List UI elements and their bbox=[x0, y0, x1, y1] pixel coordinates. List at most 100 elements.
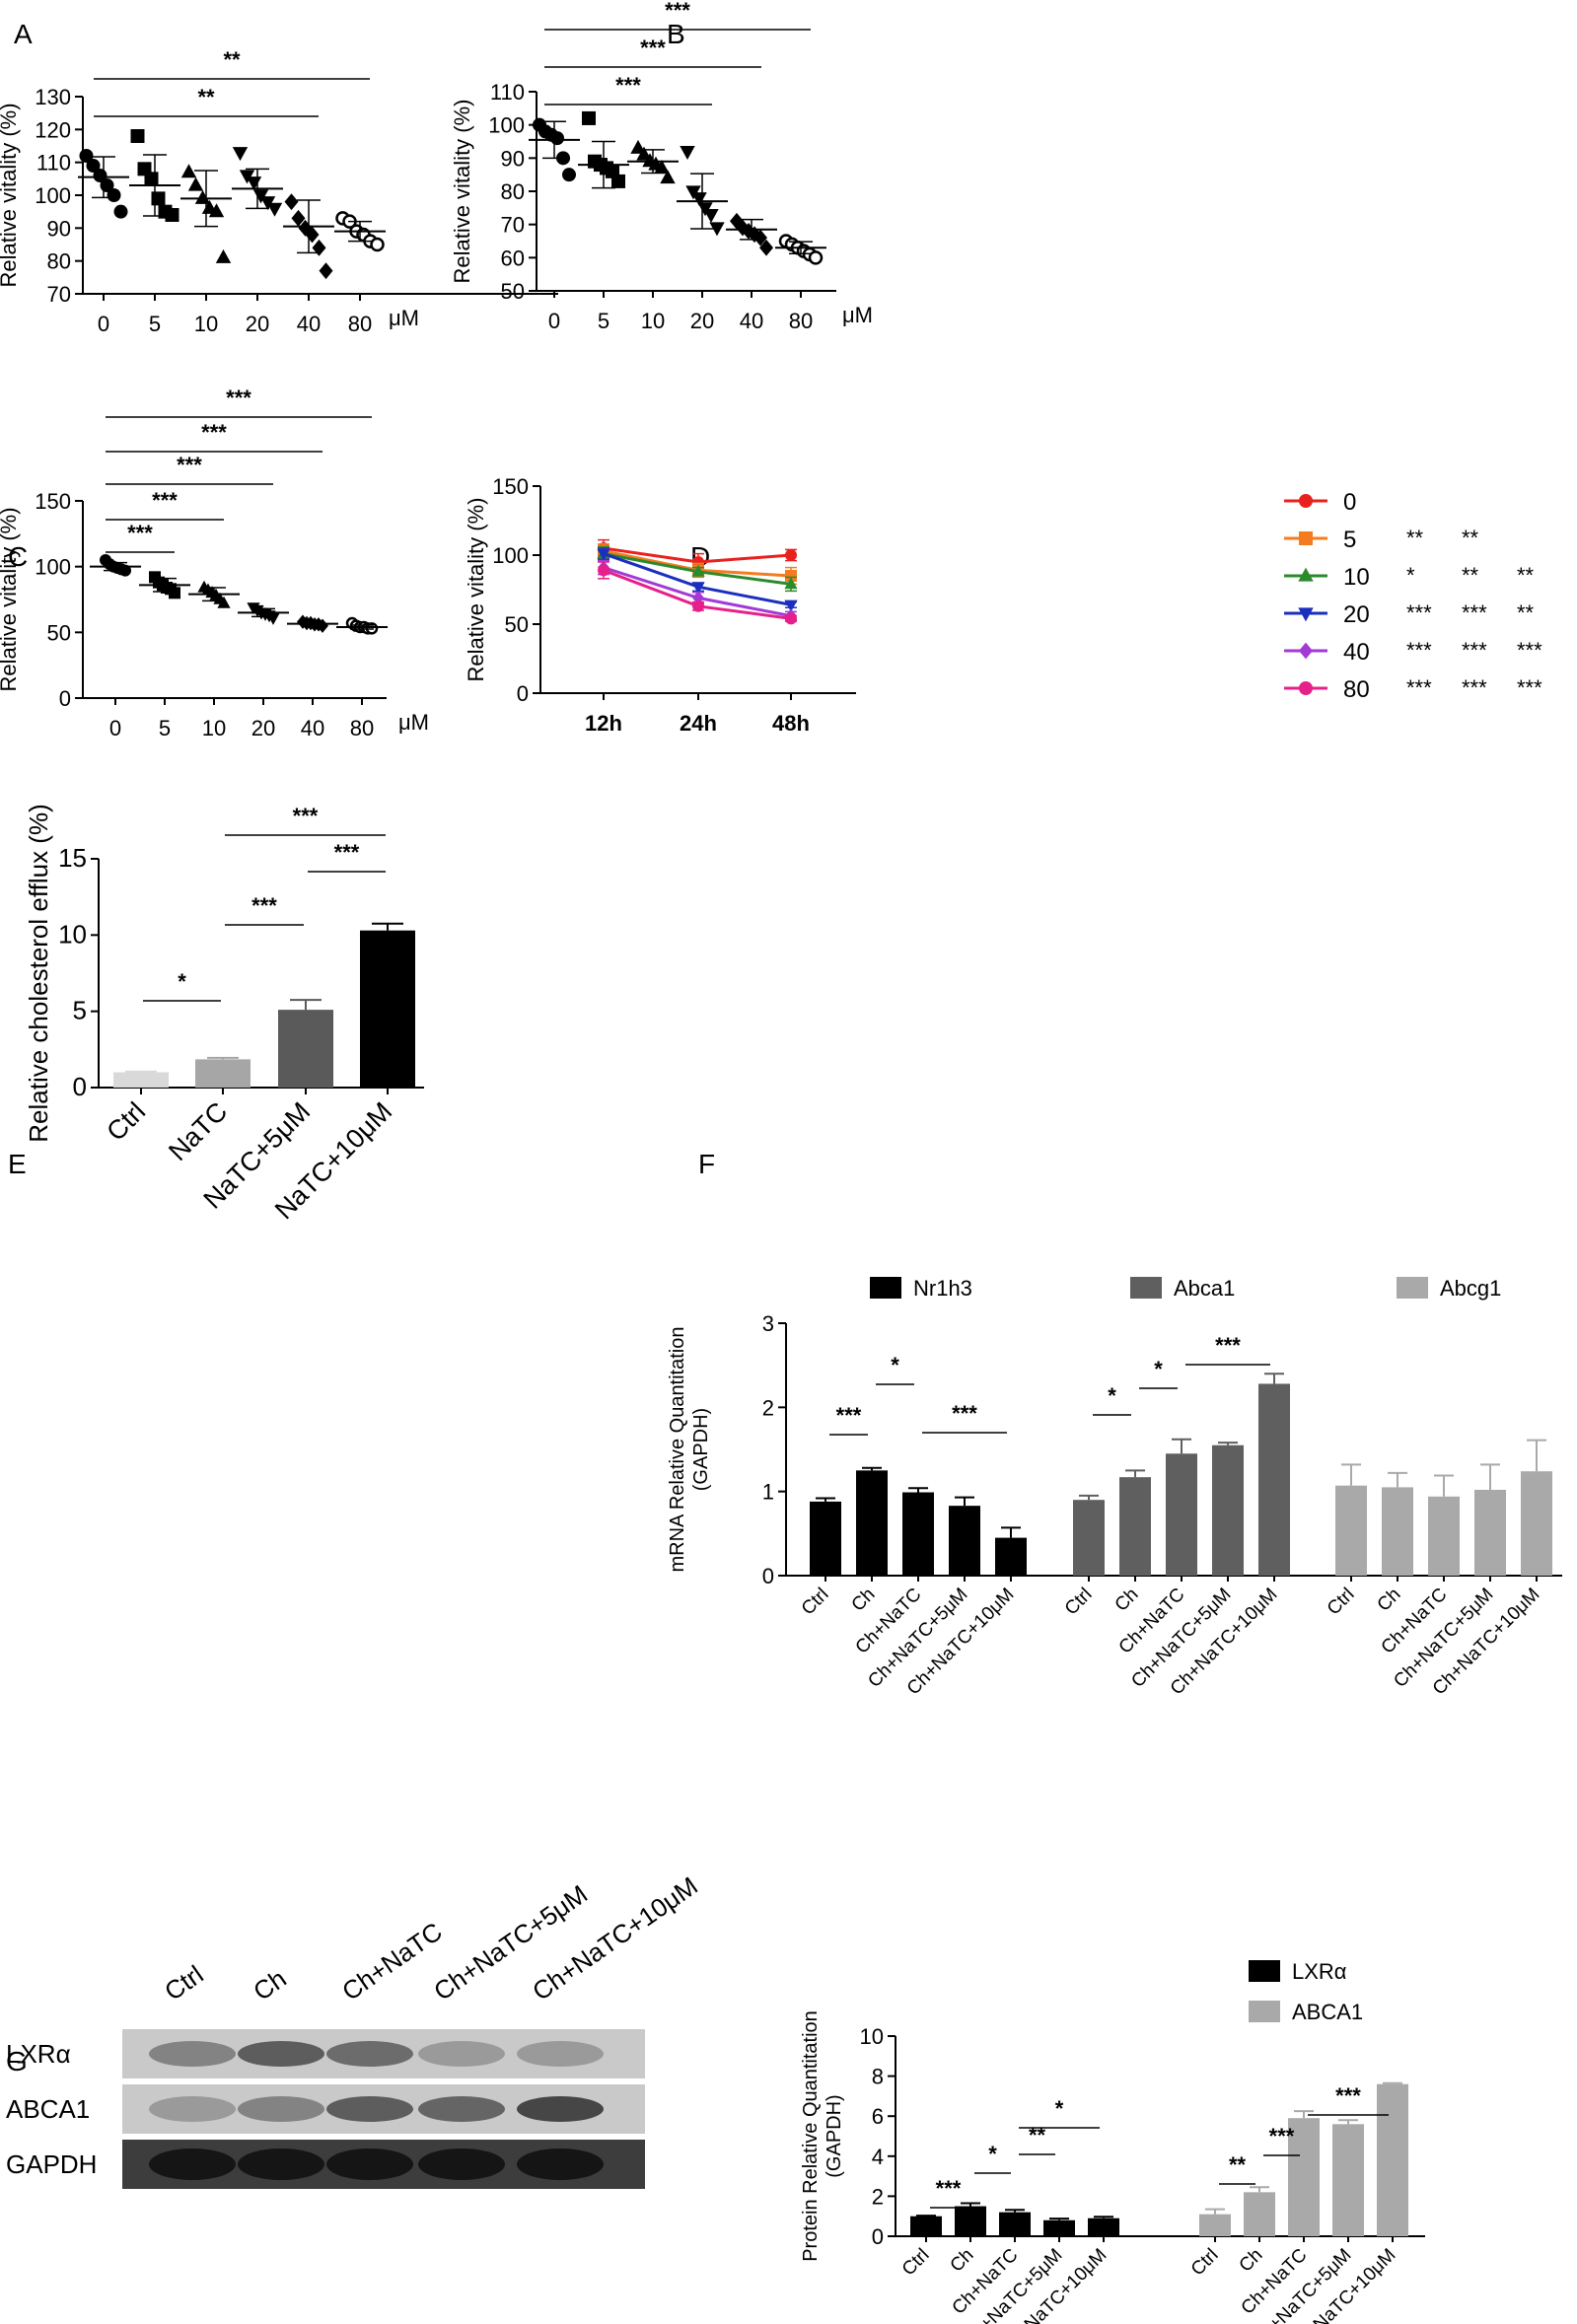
panel-f-y-axis-label-line2: (GAPDH) bbox=[690, 1408, 712, 1491]
panel-a-data-point bbox=[107, 188, 121, 202]
panel-b-data-point bbox=[759, 239, 773, 256]
panel-c-chart: 0 50 100 150 Relative vitality (%) 0 5 10 20 40 80… bbox=[0, 386, 429, 740]
panel-f-y-tick-label: 2 bbox=[762, 1395, 774, 1420]
panel-c-significance-label: *** bbox=[177, 453, 202, 477]
panel-b-x-tick-label: 20 bbox=[690, 309, 714, 333]
panel-c-y-tick-label: 50 bbox=[47, 620, 71, 645]
panel-letter-f: F bbox=[698, 1149, 715, 1179]
panel-b-y-tick-label: 70 bbox=[501, 213, 525, 238]
panel-f-y-tick-label: 1 bbox=[762, 1480, 774, 1505]
panel-a-significance-label: ** bbox=[197, 85, 215, 109]
panel-d-legend-label: 80 bbox=[1343, 676, 1370, 703]
panel-f-significance-label: *** bbox=[1215, 1333, 1241, 1358]
panel-g-significance-label: ** bbox=[1229, 2152, 1247, 2177]
panel-b-data-point bbox=[709, 222, 725, 237]
panel-d-y-axis-label: Relative vitality (%) bbox=[464, 497, 488, 681]
panel-f-significance-label: *** bbox=[952, 1401, 977, 1426]
panel-g-blot-lane-label: Ch+NaTC+10μM bbox=[527, 1870, 703, 2007]
panel-f-bar bbox=[1258, 1383, 1290, 1576]
panel-b-data-point bbox=[808, 250, 824, 265]
panel-d-legend-marker bbox=[1298, 567, 1314, 582]
panel-g-legend-label: ABCA1 bbox=[1292, 2000, 1363, 2024]
panel-a-data-point bbox=[194, 189, 211, 204]
panel-b-data-point bbox=[550, 131, 564, 146]
panel-b-y-tick-label: 60 bbox=[501, 246, 525, 270]
panel-f-bar bbox=[1335, 1485, 1367, 1576]
panel-g-blot-band bbox=[238, 2096, 324, 2122]
panel-g-blot-row-label: GAPDH bbox=[6, 2149, 97, 2179]
panel-c-y-tick-label: 0 bbox=[59, 686, 71, 711]
panel-d-legend-label: 10 bbox=[1343, 564, 1370, 591]
panel-f-bar bbox=[902, 1492, 934, 1576]
panel-d-data-point bbox=[597, 548, 610, 561]
panel-b-data-point bbox=[753, 229, 767, 246]
panel-d-legend-significance: *** bbox=[1406, 600, 1432, 625]
panel-e-significance-label: *** bbox=[293, 804, 319, 828]
panel-d-legend-significance: ** bbox=[1517, 600, 1535, 625]
panel-e-bar bbox=[278, 1010, 333, 1088]
panel-c-y-axis-label: Relative vitality (%) bbox=[0, 507, 21, 691]
panel-a-data-point bbox=[130, 129, 145, 143]
panel-d-legend-marker bbox=[1298, 607, 1314, 622]
panel-f-x-tick-label: Ch bbox=[848, 1585, 880, 1616]
panel-g-blot-band bbox=[149, 2041, 236, 2067]
panel-g-bar bbox=[1043, 2219, 1075, 2236]
panel-g-y-axis-label-line1: Protein Relative Quantitation bbox=[800, 2010, 822, 2262]
panel-a-y-axis-label: Relative vitality (%) bbox=[0, 103, 21, 287]
panel-b-data-point bbox=[680, 146, 695, 160]
panel-letter-a: A bbox=[14, 19, 33, 49]
panel-a-unit-label: μM bbox=[389, 306, 419, 330]
panel-e-significance-label: * bbox=[178, 969, 186, 994]
panel-b-significance-label: *** bbox=[615, 73, 641, 98]
panel-d-y-tick-label: 50 bbox=[505, 612, 529, 637]
panel-f-significance-label: * bbox=[1108, 1383, 1116, 1408]
panel-b-x-tick-label: 40 bbox=[740, 309, 763, 333]
panel-b-data-point bbox=[582, 110, 596, 125]
panel-b-unit-label: μM bbox=[842, 303, 873, 327]
panel-g-blot-lane-label: Ch+NaTC bbox=[336, 1917, 447, 2007]
panel-f-bar bbox=[995, 1537, 1027, 1576]
panel-c-data-point bbox=[169, 587, 180, 599]
panel-c-x-tick-label: 40 bbox=[301, 716, 324, 740]
panel-d-x-tick-label: 12h bbox=[585, 711, 622, 736]
panel-a-x-tick-label: 40 bbox=[297, 312, 321, 336]
panel-a-y-tick-label: 110 bbox=[36, 151, 71, 176]
panel-f-y-tick-label: 0 bbox=[762, 1564, 774, 1588]
panel-d-data-point bbox=[785, 549, 797, 561]
panel-b-y-tick-label: 90 bbox=[501, 146, 525, 171]
panel-b-data-point bbox=[703, 208, 719, 223]
panel-c-y-tick-label: 150 bbox=[35, 489, 71, 514]
panel-d-legend-label: 5 bbox=[1343, 527, 1356, 553]
panel-d-data-point bbox=[784, 577, 798, 590]
panel-d-legend-significance: *** bbox=[1406, 675, 1432, 700]
panel-a-data-point bbox=[180, 164, 197, 178]
panel-f-legend-swatch bbox=[1130, 1277, 1162, 1299]
panel-f-x-tick-label: Ctrl bbox=[1324, 1585, 1359, 1620]
panel-d-y-tick-label: 150 bbox=[492, 474, 529, 499]
panel-e-x-tick-label: Ctrl bbox=[101, 1096, 151, 1147]
panel-b-x-tick-label: 5 bbox=[598, 309, 609, 333]
panel-b-significance-label: *** bbox=[665, 0, 690, 23]
panel-d-legend-significance: *** bbox=[1462, 638, 1487, 663]
panel-g-bar bbox=[1199, 2214, 1231, 2236]
panel-g-bar bbox=[1244, 2192, 1275, 2236]
panel-a-data-point bbox=[232, 147, 249, 162]
panel-d-x-tick-label: 48h bbox=[772, 711, 810, 736]
panel-d-legend-significance: ** bbox=[1462, 563, 1479, 588]
panel-g-bar bbox=[910, 2216, 942, 2236]
panel-c-x-tick-label: 10 bbox=[202, 716, 226, 740]
panel-g-blot-band bbox=[418, 2096, 505, 2122]
panel-b-x-tick-label: 0 bbox=[548, 309, 560, 333]
panel-f-significance-label: * bbox=[891, 1353, 899, 1377]
panel-g-significance-label: *** bbox=[1335, 2083, 1361, 2108]
panel-a-y-tick-label: 130 bbox=[35, 85, 71, 109]
panel-a-data-point bbox=[113, 204, 128, 219]
panel-d-data-point bbox=[691, 564, 705, 577]
panel-a-data-point bbox=[187, 176, 204, 191]
panel-a-y-tick-label: 90 bbox=[47, 216, 71, 241]
panel-f-x-tick-label: Ch bbox=[1374, 1585, 1405, 1616]
panel-g-blot-row-label: ABCA1 bbox=[6, 2094, 90, 2124]
